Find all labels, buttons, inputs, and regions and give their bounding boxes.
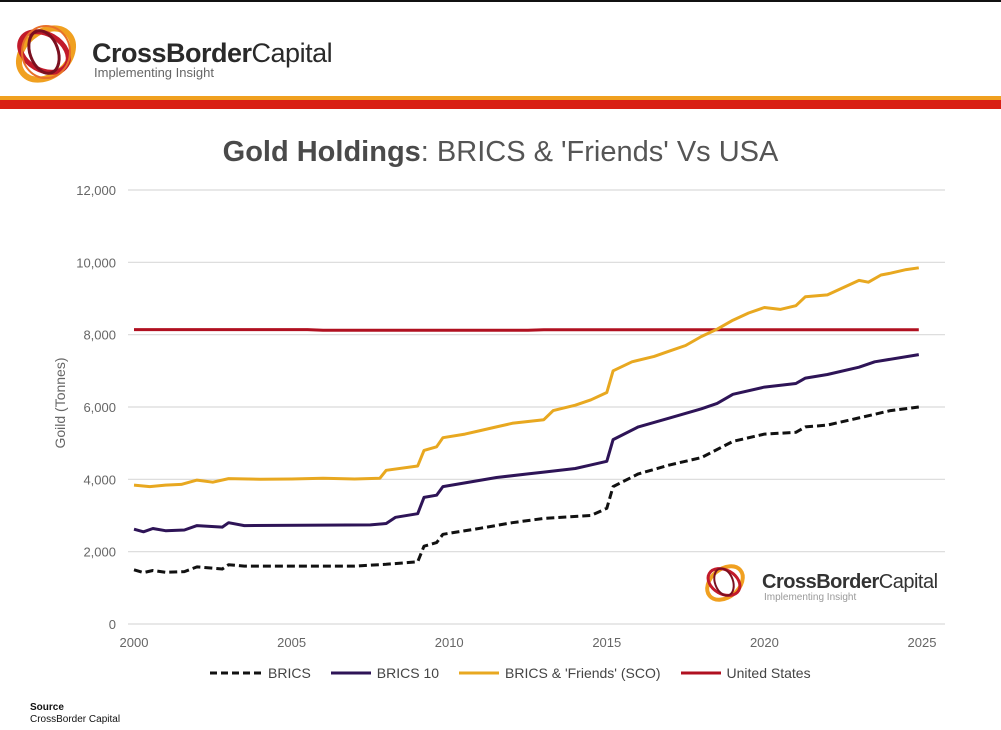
y-tick-label: 0 — [109, 617, 116, 632]
watermark-logo-icon — [705, 564, 745, 602]
source-text: CrossBorder Capital — [30, 714, 121, 725]
brand-light: Capital — [251, 38, 333, 68]
brand-tagline: Implementing Insight — [94, 65, 214, 80]
legend-label: BRICS 10 — [376, 665, 440, 681]
x-tick-label: 2025 — [908, 635, 937, 650]
watermark-brand-light: Capital — [878, 571, 938, 593]
title-rest: : BRICS & 'Friends' Vs USA — [420, 136, 779, 168]
x-tick-label: 2020 — [750, 635, 779, 650]
legend-swatch-brics10 — [330, 671, 371, 675]
legend-label: BRICS — [268, 665, 311, 681]
top-border — [0, 0, 1001, 2]
series-line-us — [134, 328, 919, 332]
legend-label: United States — [726, 665, 811, 681]
legend-item-sco: BRICS & 'Friends' (SCO) — [459, 665, 661, 681]
x-tick-label: 2005 — [277, 635, 306, 650]
legend: BRICS BRICS 10 BRICS & 'Friends' (SCO) U… — [210, 665, 811, 681]
watermark-logo: CrossBorderCapital Implementing Insight — [700, 555, 940, 615]
legend-label: BRICS & 'Friends' (SCO) — [505, 665, 661, 681]
x-tick-label: 2010 — [435, 635, 464, 650]
header-stripe-red — [0, 100, 1001, 109]
legend-item-brics10: BRICS 10 — [330, 665, 440, 681]
legend-item-us: United States — [680, 665, 811, 681]
brand-name: CrossBorderCapital — [92, 38, 333, 69]
series-line-brics — [133, 405, 919, 575]
y-tick-label: 12,000 — [76, 183, 116, 198]
source-label: Source — [30, 702, 64, 713]
watermark-brand: CrossBorderCapital — [762, 571, 938, 594]
x-tick-label: 2015 — [592, 635, 621, 650]
legend-swatch-us — [680, 671, 721, 675]
y-tick-label: 6,000 — [83, 400, 116, 415]
source-note: Source CrossBorder Capital — [30, 702, 120, 726]
chart-title: Gold Holdings: BRICS & 'Friends' Vs USA — [0, 136, 1001, 169]
legend-item-brics: BRICS — [210, 665, 311, 681]
y-axis-label: Goild (Tonnes) — [52, 357, 68, 449]
series-line-sco — [133, 266, 920, 489]
y-tick-label: 2,000 — [83, 545, 116, 560]
watermark-brand-bold: CrossBorder — [762, 571, 879, 593]
brand-bold: CrossBorder — [92, 38, 252, 68]
crossborder-logo-icon — [16, 25, 76, 83]
x-tick-label: 2000 — [120, 635, 149, 650]
legend-swatch-brics — [210, 671, 262, 675]
y-tick-label: 8,000 — [83, 328, 116, 343]
watermark-tagline: Implementing Insight — [764, 592, 857, 603]
title-bold: Gold Holdings — [222, 136, 421, 168]
y-tick-label: 4,000 — [83, 472, 116, 487]
legend-swatch-sco — [459, 671, 500, 675]
header: CrossBorderCapital Implementing Insight — [0, 2, 1001, 96]
series-line-brics10 — [133, 353, 920, 534]
y-tick-label: 10,000 — [76, 255, 116, 270]
header-stripe-orange — [0, 96, 1001, 100]
